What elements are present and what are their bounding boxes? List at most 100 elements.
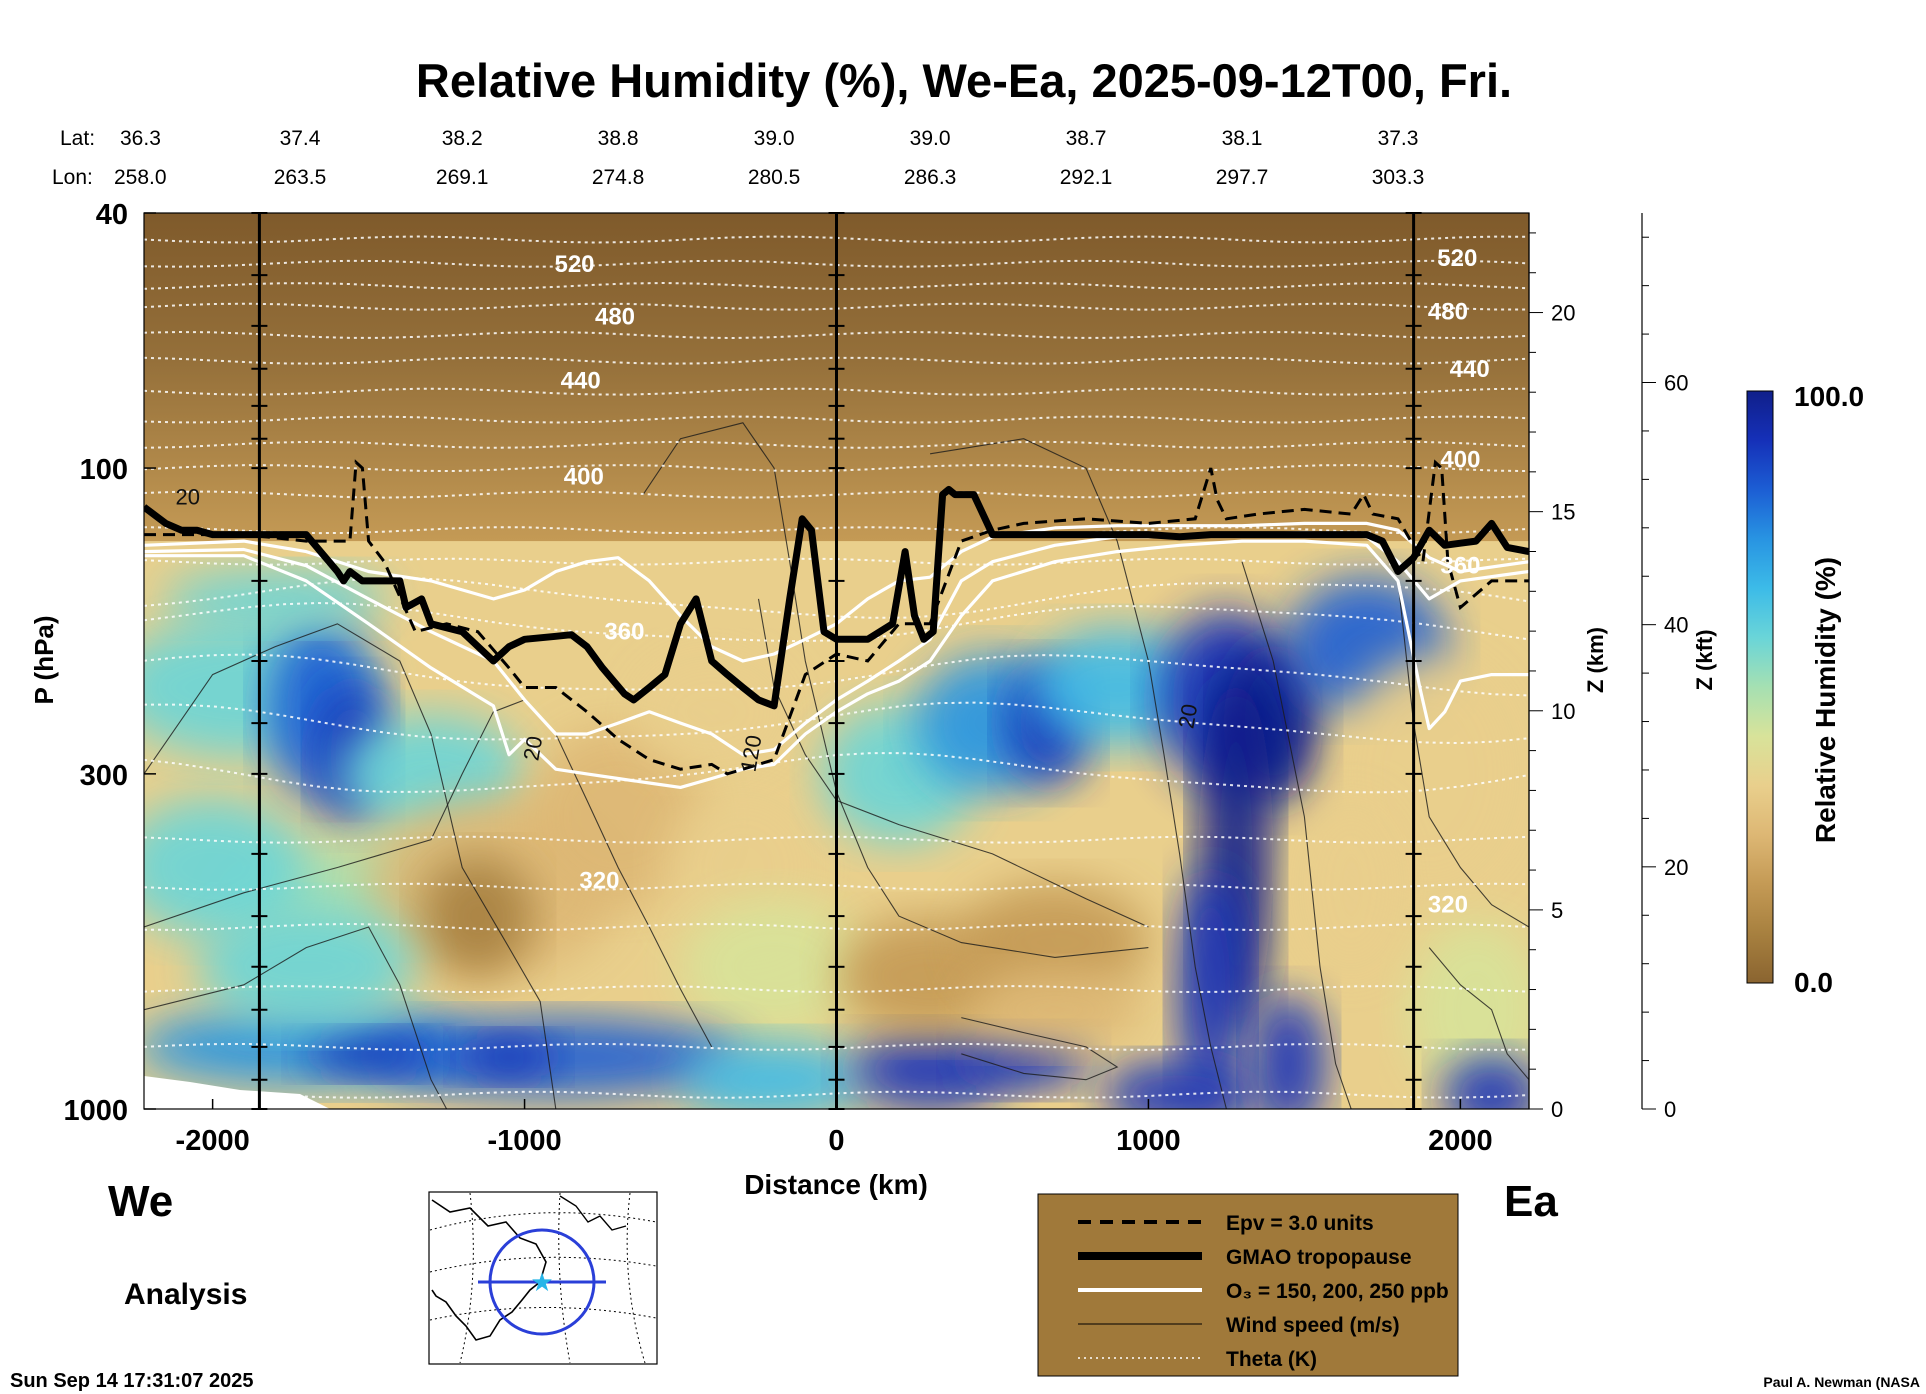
- tropopause-path: [144, 486, 1529, 710]
- wind-line-8: [1428, 947, 1529, 1081]
- y-tick-label-3: 1000: [63, 1095, 128, 1127]
- wind-line-2: [144, 926, 448, 1109]
- lon-value-0: 258.0: [114, 166, 167, 189]
- theta-line-19: [144, 882, 1529, 891]
- theta-line-16: [144, 701, 1529, 745]
- theta-line-18: [144, 835, 1529, 844]
- z-kft-label-1: 20: [1664, 855, 1688, 880]
- legend: Epv = 3.0 units GMAO tropopause O₃ = 150, …: [1037, 1193, 1459, 1377]
- theta-line-9: [144, 464, 1529, 473]
- wind-line-6: [1241, 561, 1352, 1109]
- theta-line-22: [144, 1042, 1529, 1051]
- z-km-label-0: 0: [1551, 1097, 1563, 1122]
- z-km-label-4: 20: [1551, 301, 1575, 326]
- humidity-patch-37: [162, 568, 388, 629]
- analysis-label: Analysis: [124, 1278, 247, 1311]
- theta-line-8: [144, 440, 1529, 449]
- lon-value-5: 286.3: [904, 166, 957, 189]
- y-tick-label-1: 100: [80, 454, 128, 486]
- y-axis-z-km: 0 5 10 15 20: [1528, 213, 1575, 1122]
- lon-value-3: 274.8: [592, 166, 645, 189]
- contour-labels: 5204804404003603205204804404003603202020…: [175, 245, 1489, 919]
- theta-label-2: 440: [561, 368, 601, 395]
- wind-line-3: [642, 422, 1149, 958]
- chart-title: Relative Humidity (%), We-Ea, 2025-09-12…: [416, 54, 1512, 107]
- x-tick-label-4: 2000: [1428, 1125, 1493, 1157]
- x-axis: -2000 -1000 0 1000 2000: [176, 1099, 1493, 1157]
- theta-label-3: 400: [564, 463, 604, 490]
- lat-value-6: 38.7: [1066, 127, 1107, 150]
- theta-label-0: 520: [554, 251, 594, 278]
- lon-value-4: 280.5: [748, 166, 801, 189]
- theta-line-3: [144, 302, 1529, 311]
- colorbar-max: 100.0: [1794, 381, 1864, 412]
- humidity-patch-35: [1441, 1054, 1529, 1109]
- theta-label-6: 520: [1437, 245, 1477, 272]
- humidity-patch-16: [680, 1039, 868, 1109]
- plot-area: 5204804404003603205204804404003603202020…: [144, 213, 1529, 1109]
- theta-label-7: 480: [1428, 299, 1468, 326]
- wind-line-9: [961, 1017, 1119, 1081]
- humidity-patch-5: [144, 797, 307, 938]
- theta-line-2: [144, 281, 1529, 291]
- wind-line-7: [1397, 580, 1529, 928]
- humidity-field: [144, 213, 1529, 1109]
- x-tick-label-3: 1000: [1116, 1125, 1181, 1157]
- humidity-patch-36: [1295, 796, 1408, 977]
- theta-label-10: 360: [1440, 553, 1480, 580]
- humidity-patch-21: [967, 969, 1143, 1050]
- legend-label-4: Theta (K): [1226, 1348, 1317, 1371]
- map-center-star-icon: ★: [530, 1267, 553, 1297]
- lat-value-0: 36.3: [120, 127, 161, 150]
- x-tick-label-0: -2000: [176, 1125, 250, 1157]
- humidity-patch-30: [1101, 1059, 1258, 1109]
- lat-value-4: 39.0: [754, 127, 795, 150]
- theta-label-9: 400: [1440, 447, 1480, 474]
- east-label: Ea: [1504, 1177, 1558, 1226]
- theta-line-11: [144, 526, 1529, 535]
- theta-label-1: 480: [595, 303, 635, 330]
- z-km-label-3: 15: [1551, 500, 1575, 525]
- lon-value-8: 303.3: [1372, 166, 1425, 189]
- humidity-patch-20: [961, 882, 1149, 1003]
- theta-line-21: [144, 985, 1529, 994]
- lat-label: Lat:: [60, 127, 95, 150]
- humidity-patch-14: [306, 1031, 431, 1076]
- lon-label: Lon:: [52, 166, 93, 189]
- theta-label-5: 320: [579, 868, 619, 895]
- y-axis-label: P (hPa): [29, 615, 59, 704]
- y-axis-pressure: 40 100 300 1000: [63, 199, 156, 1127]
- lat-value-8: 37.3: [1378, 127, 1419, 150]
- theta-label-8: 440: [1450, 356, 1490, 383]
- theta-line-10: [144, 490, 1529, 499]
- lat-value-3: 38.8: [598, 127, 639, 150]
- theta-line-5: [144, 356, 1529, 365]
- legend-box: [1037, 1193, 1459, 1377]
- map-coastline: [431, 1199, 547, 1341]
- epv-line: [144, 459, 1529, 776]
- lat-value-5: 39.0: [910, 127, 951, 150]
- x-tick-label-2: 0: [828, 1125, 844, 1157]
- wind-label-1: 20: [518, 734, 547, 762]
- wind-line-0: [144, 623, 557, 1109]
- locator-map: ★: [428, 1191, 658, 1365]
- theta-line-17: [144, 752, 1529, 794]
- lon-value-6: 292.1: [1060, 166, 1113, 189]
- credit: Paul A. Newman (NASA: [1763, 1374, 1920, 1390]
- theta-contours: [144, 235, 1529, 1099]
- map-coastline-north: [559, 1195, 627, 1231]
- theta-line-12: [144, 557, 1529, 566]
- ozone-line-2: [144, 539, 1529, 789]
- humidity-patch-31: [1251, 993, 1327, 1109]
- y-axis-z-kft: 0 20 40 60: [1641, 213, 1688, 1122]
- theta-line-0: [144, 235, 1529, 244]
- west-label: We: [108, 1177, 173, 1226]
- colorbar: 100.0 0.0 Relative Humidity (%): [1746, 381, 1864, 998]
- x-axis-label: Distance (km): [744, 1169, 928, 1200]
- lon-value-7: 297.7: [1216, 166, 1269, 189]
- lat-value-2: 38.2: [442, 127, 483, 150]
- wind-label-3: 20: [1173, 702, 1202, 730]
- humidity-patch-38: [197, 906, 416, 1027]
- lat-value-1: 37.4: [280, 127, 321, 150]
